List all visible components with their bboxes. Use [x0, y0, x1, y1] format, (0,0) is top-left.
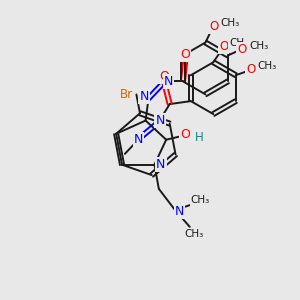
- Text: CH₃: CH₃: [190, 195, 210, 205]
- Text: O: O: [219, 40, 228, 53]
- Text: N: N: [140, 90, 149, 103]
- Text: H: H: [195, 131, 204, 144]
- Text: CH₃: CH₃: [184, 229, 204, 239]
- Text: Br: Br: [120, 88, 133, 101]
- Text: CH₃: CH₃: [220, 18, 239, 28]
- Text: N: N: [175, 205, 184, 218]
- Text: CH₃: CH₃: [249, 41, 269, 51]
- Text: N: N: [156, 158, 166, 171]
- Text: CH₃: CH₃: [258, 61, 277, 71]
- Text: N: N: [155, 114, 165, 127]
- Text: O: O: [159, 70, 169, 83]
- Text: O: O: [237, 43, 247, 56]
- Text: O: O: [246, 63, 256, 76]
- Text: N: N: [134, 133, 143, 146]
- Text: O: O: [180, 48, 190, 61]
- Text: N: N: [164, 75, 173, 88]
- Text: O: O: [209, 20, 218, 33]
- Text: O: O: [180, 128, 190, 141]
- Text: CH₃: CH₃: [229, 38, 248, 48]
